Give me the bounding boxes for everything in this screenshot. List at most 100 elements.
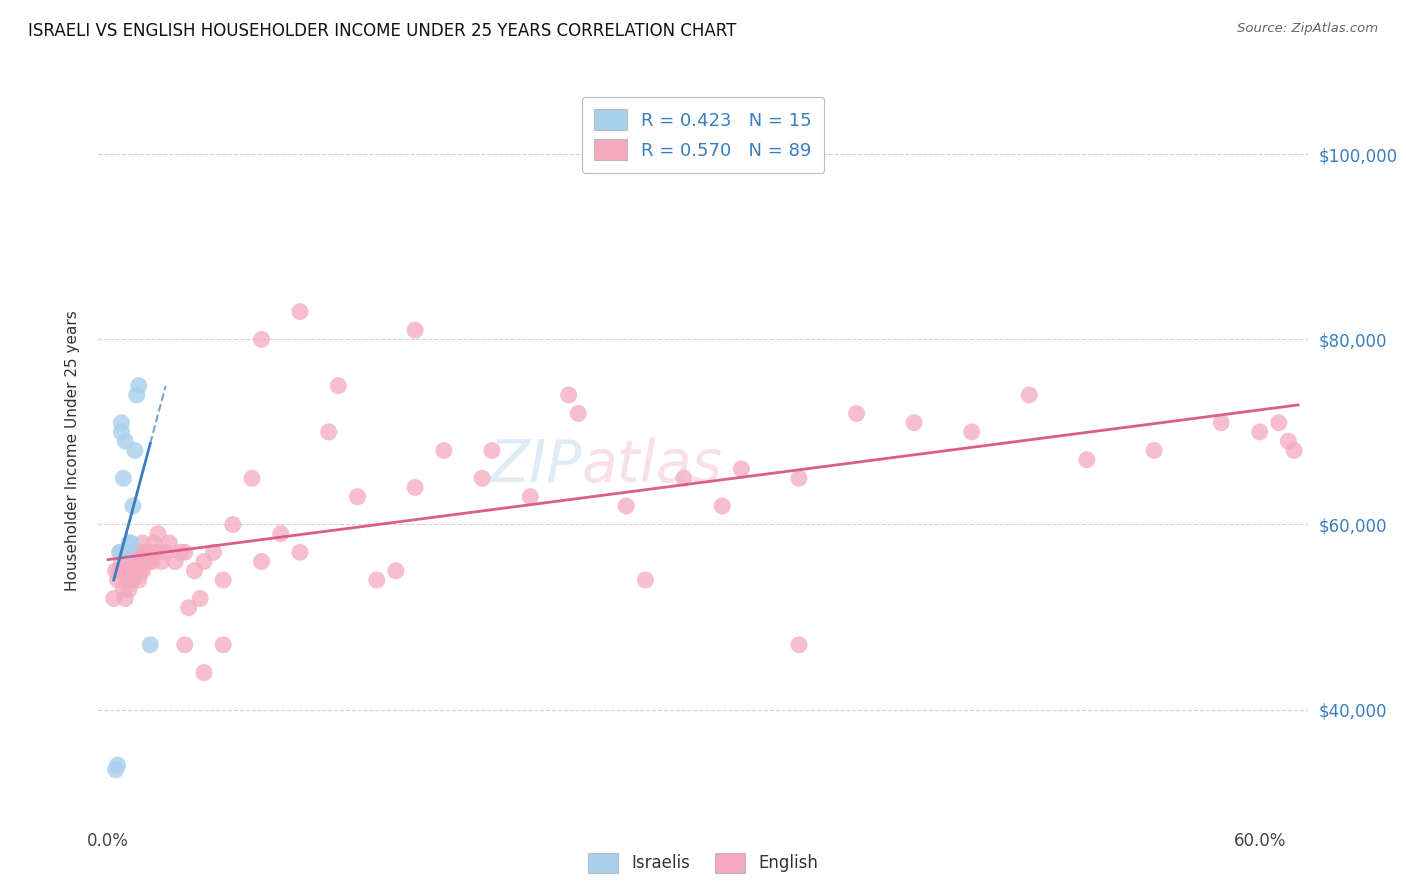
Point (108, 564, 131, 578)
Point (567, 407, 589, 421)
Text: ZIP: ZIP (489, 437, 582, 494)
Point (1211, 416, 1233, 430)
Point (120, 545, 142, 559)
Point (110, 425, 132, 439)
Point (250, 333, 273, 347)
Point (120, 573, 142, 587)
Point (787, 471, 810, 485)
Point (1277, 434, 1299, 449)
Point (125, 388, 148, 402)
Point (108, 545, 131, 559)
Point (222, 517, 245, 532)
Point (129, 554, 152, 569)
Point (112, 471, 135, 485)
Point (136, 554, 159, 569)
Point (730, 462, 752, 476)
Point (114, 591, 136, 606)
Point (346, 490, 368, 504)
Legend: R = 0.423   N = 15, R = 0.570   N = 89: R = 0.423 N = 15, R = 0.570 N = 89 (582, 96, 824, 173)
Point (110, 554, 132, 569)
Point (118, 564, 141, 578)
Point (112, 564, 135, 578)
Point (170, 545, 193, 559)
Point (159, 536, 181, 550)
Point (787, 638, 810, 652)
Point (433, 443, 456, 458)
Point (129, 564, 152, 578)
Point (1076, 452, 1098, 467)
Point (128, 573, 150, 587)
Point (270, 526, 292, 541)
Point (202, 545, 225, 559)
Point (120, 536, 142, 550)
Point (188, 591, 211, 606)
Point (960, 425, 983, 439)
Point (288, 304, 311, 318)
Point (118, 536, 141, 550)
Point (173, 638, 195, 652)
Point (519, 490, 541, 504)
Point (845, 407, 868, 421)
Point (385, 564, 408, 578)
Point (212, 638, 235, 652)
Point (165, 554, 187, 569)
Point (139, 638, 162, 652)
Point (134, 554, 156, 569)
Point (193, 554, 215, 569)
Point (328, 378, 350, 392)
Point (212, 573, 235, 587)
Point (107, 573, 129, 587)
Point (122, 554, 145, 569)
Point (250, 554, 273, 569)
Point (288, 545, 311, 559)
Point (634, 573, 657, 587)
Point (125, 554, 148, 569)
Point (711, 499, 734, 513)
Text: Source: ZipAtlas.com: Source: ZipAtlas.com (1237, 22, 1378, 36)
Point (240, 471, 263, 485)
Point (557, 388, 579, 402)
Point (135, 545, 157, 559)
Point (104, 763, 127, 777)
Legend: Israelis, English: Israelis, English (581, 847, 825, 880)
Point (118, 582, 141, 597)
Point (110, 545, 132, 559)
Point (173, 545, 195, 559)
Point (124, 564, 146, 578)
Point (404, 481, 426, 495)
Point (103, 591, 125, 606)
Point (124, 545, 146, 559)
Point (122, 573, 145, 587)
Text: ISRAELI VS ENGLISH HOUSEHOLDER INCOME UNDER 25 YEARS CORRELATION CHART: ISRAELI VS ENGLISH HOUSEHOLDER INCOME UN… (28, 22, 737, 40)
Point (672, 471, 695, 485)
Text: atlas: atlas (582, 437, 723, 494)
Point (115, 545, 138, 559)
Point (131, 536, 153, 550)
Point (112, 582, 135, 597)
Point (128, 378, 150, 392)
Point (125, 564, 148, 578)
Point (145, 545, 167, 559)
Point (1268, 416, 1291, 430)
Point (139, 545, 162, 559)
Point (107, 758, 129, 772)
Point (104, 564, 127, 578)
Point (318, 425, 340, 439)
Point (193, 665, 215, 680)
Point (124, 443, 146, 458)
Point (155, 545, 177, 559)
Point (134, 545, 156, 559)
Point (471, 471, 494, 485)
Point (614, 499, 637, 513)
Y-axis label: Householder Income Under 25 years: Householder Income Under 25 years (65, 310, 80, 591)
Point (1282, 443, 1305, 458)
Point (404, 323, 426, 337)
Point (122, 499, 145, 513)
Point (1018, 388, 1040, 402)
Point (131, 564, 153, 578)
Point (143, 536, 166, 550)
Point (177, 600, 200, 615)
Point (366, 573, 388, 587)
Point (141, 554, 163, 569)
Point (146, 526, 169, 541)
